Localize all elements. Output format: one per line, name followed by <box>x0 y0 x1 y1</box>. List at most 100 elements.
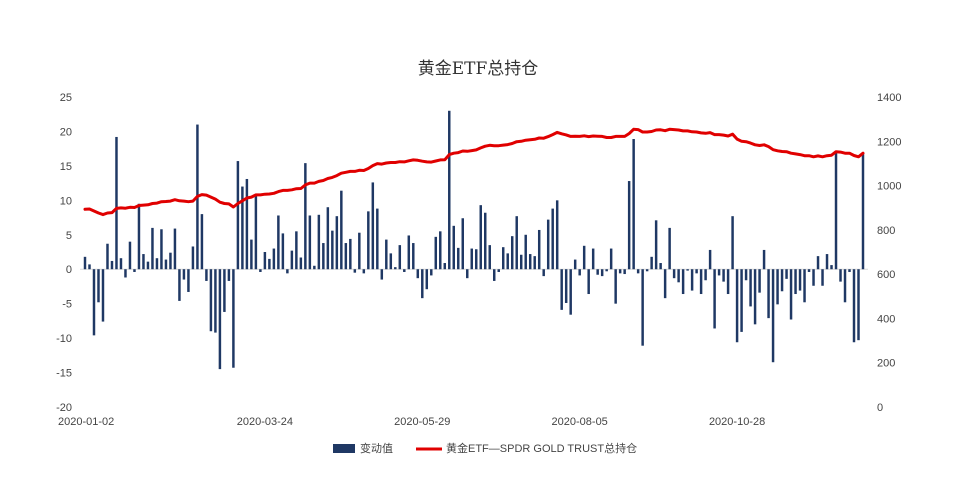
bar <box>641 269 644 346</box>
bar <box>780 269 784 292</box>
bar <box>155 258 159 270</box>
bar <box>650 256 653 270</box>
bar <box>506 253 509 270</box>
bar <box>124 269 127 278</box>
bar <box>443 263 447 270</box>
bar <box>160 229 163 270</box>
bar <box>596 269 599 275</box>
x-tick-label: 2020-08-05 <box>552 416 608 428</box>
bar <box>169 252 172 270</box>
bar <box>97 269 100 303</box>
y-right-tick-label: 600 <box>877 269 895 281</box>
bar <box>857 269 860 341</box>
bar <box>848 269 851 272</box>
y-left-tick-label: 15 <box>60 161 72 173</box>
bar <box>380 269 384 280</box>
bar <box>537 229 541 270</box>
bar <box>272 248 276 270</box>
bar <box>259 269 262 272</box>
bar <box>600 269 604 277</box>
bar <box>852 269 856 343</box>
bar <box>807 269 811 272</box>
bar <box>758 269 761 293</box>
bar <box>528 254 532 270</box>
bar <box>726 269 730 295</box>
bar <box>191 246 195 270</box>
bar <box>349 238 352 270</box>
y-left-tick-label: 10 <box>60 195 72 207</box>
bar <box>812 269 815 286</box>
bar <box>317 214 321 270</box>
bar <box>704 269 707 281</box>
bar <box>591 248 595 270</box>
bar <box>519 254 523 270</box>
y-left-tick-label: -10 <box>56 333 72 345</box>
bar <box>623 269 626 275</box>
bar <box>92 269 96 336</box>
bar <box>335 216 339 270</box>
bar <box>389 253 393 270</box>
bar <box>385 239 388 270</box>
bar <box>794 269 797 295</box>
bar <box>466 269 469 279</box>
bar <box>618 269 622 274</box>
bar <box>686 269 689 271</box>
bar <box>115 136 118 270</box>
bar <box>83 256 87 270</box>
bar <box>326 207 330 270</box>
line-series <box>83 127 865 217</box>
bar <box>542 269 545 277</box>
bar <box>767 269 770 319</box>
bar <box>128 241 132 270</box>
bar <box>263 252 267 270</box>
bar <box>785 269 788 279</box>
bar <box>101 269 105 322</box>
bar <box>659 263 662 270</box>
bar <box>771 269 775 363</box>
y-left-tick-label: 5 <box>66 230 72 242</box>
bar <box>825 254 829 270</box>
bar <box>555 200 559 270</box>
bar <box>740 269 743 332</box>
bar <box>821 269 824 286</box>
bar <box>672 269 676 279</box>
bar <box>695 269 698 274</box>
bar <box>636 269 640 274</box>
bar <box>236 161 240 270</box>
bar <box>290 250 294 270</box>
bar <box>614 269 617 304</box>
y-right-tick-label: 800 <box>877 225 895 237</box>
legend: 变动值 黄金ETF—SPDR GOLD TRUST总持仓 <box>333 441 637 455</box>
bar <box>533 256 536 270</box>
bar <box>690 269 694 291</box>
bar <box>461 218 464 270</box>
y-right-tick-label: 400 <box>877 313 895 325</box>
bar <box>582 245 586 270</box>
bar <box>362 269 366 274</box>
bar <box>182 269 186 280</box>
bar <box>146 261 150 270</box>
bar <box>681 269 685 295</box>
bar <box>313 265 316 270</box>
bar <box>187 269 190 292</box>
bar <box>227 269 231 281</box>
bar <box>331 230 334 270</box>
bar <box>353 269 357 273</box>
bar <box>371 182 375 270</box>
y-left-tick-label: 20 <box>60 126 72 138</box>
bar <box>218 269 222 370</box>
bar <box>524 234 527 270</box>
bar <box>731 216 734 270</box>
y-right-tick-label: 1400 <box>877 92 901 104</box>
bar <box>708 249 712 270</box>
bar <box>412 243 415 270</box>
bar <box>308 215 312 270</box>
y-left-tick-label: 0 <box>66 264 72 276</box>
bar <box>578 269 581 276</box>
bar <box>425 269 429 290</box>
bar <box>398 245 402 270</box>
bar <box>762 249 766 270</box>
bar <box>430 269 433 276</box>
bar <box>407 235 411 270</box>
bar <box>358 232 361 270</box>
